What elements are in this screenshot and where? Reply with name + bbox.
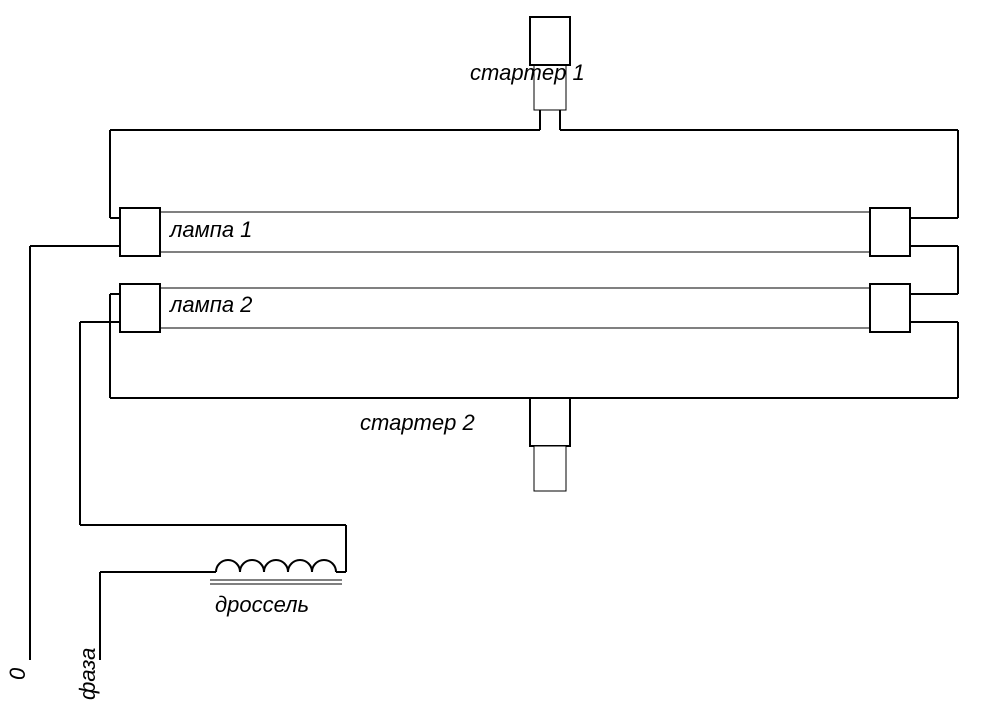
starter2-cap [530, 398, 570, 446]
label-starter2: стартер 2 [360, 410, 475, 435]
lamp2-cap-right [870, 284, 910, 332]
background [0, 0, 1007, 724]
label-lamp2: лампа 2 [168, 292, 252, 317]
lamp1-cap-left [120, 208, 160, 256]
label-starter1: стартер 1 [470, 60, 585, 85]
label-lamp1: лампа 1 [168, 217, 252, 242]
lamp1-cap-right [870, 208, 910, 256]
label-neutral: 0 [5, 667, 30, 680]
lamp2-cap-left [120, 284, 160, 332]
label-choke: дроссель [215, 592, 309, 617]
starter1-cap [530, 17, 570, 65]
starter2-body [534, 446, 566, 491]
label-phase: фаза [75, 648, 100, 700]
